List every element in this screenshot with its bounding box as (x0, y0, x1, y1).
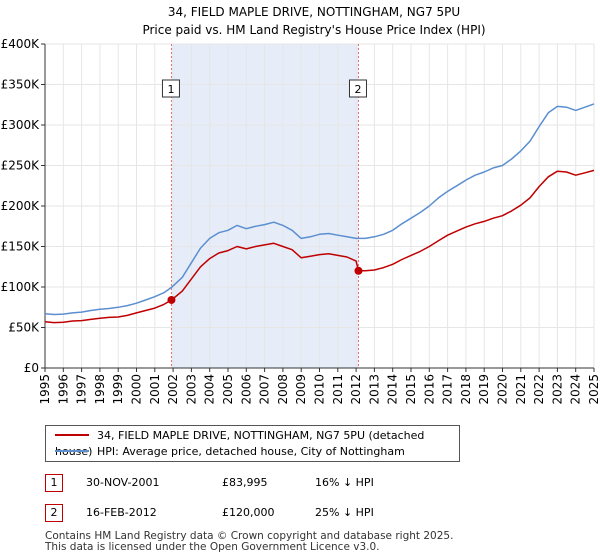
x-tick-label: 2002 (166, 374, 180, 405)
hpi-line (44, 103, 595, 316)
x-tick-label: 1999 (111, 374, 125, 405)
x-tick-label: 2023 (550, 374, 564, 405)
sale-row-1: 1 30-NOV-2001 £83,995 16% ↓ HPI (45, 474, 545, 494)
chart-title: 34, FIELD MAPLE DRIVE, NOTTINGHAM, NG7 5… (168, 5, 460, 19)
sale-price: £83,995 (222, 476, 268, 489)
x-tick-label: 2017 (441, 374, 455, 405)
legend-label-property: 34, FIELD MAPLE DRIVE, NOTTINGHAM, NG7 5… (55, 429, 425, 458)
footer: Contains HM Land Registry data © Crown c… (45, 531, 453, 553)
x-tick-label: 2001 (148, 374, 162, 405)
sale-row-2: 2 16-FEB-2012 £120,000 25% ↓ HPI (45, 504, 545, 524)
sale-number: 1 (45, 474, 63, 492)
x-tick-label: 2011 (331, 374, 345, 405)
sale-point-2 (354, 266, 363, 275)
sale-label-1: 1 (167, 83, 174, 96)
sale-hpi-diff: 16% ↓ HPI (315, 476, 374, 489)
x-tick-label: 2004 (203, 374, 217, 405)
legend-label-hpi: HPI: Average price, detached house, City… (97, 445, 405, 458)
footer-line-1: Contains HM Land Registry data © Crown c… (45, 530, 454, 542)
sale-point-1 (167, 295, 176, 304)
x-tick-label: 2005 (221, 374, 235, 405)
legend-swatch-property (55, 434, 89, 436)
legend-entry-property: 34, FIELD MAPLE DRIVE, NOTTINGHAM, NG7 5… (55, 428, 459, 458)
legend-swatch-hpi (55, 450, 89, 452)
y-tick-label: £100K (1, 280, 41, 294)
x-tick-label: 1998 (93, 374, 107, 405)
x-tick-label: 2018 (459, 374, 473, 405)
x-tick-label: 2003 (184, 374, 198, 405)
x-tick-label: 2000 (130, 374, 144, 405)
x-tick-label: 1997 (75, 374, 89, 405)
sale-label-box-2 (348, 79, 367, 98)
chart-subtitle: Price paid vs. HM Land Registry's House … (142, 23, 485, 37)
x-tick-label: 2013 (367, 374, 381, 405)
y-tick-label: £400K (1, 37, 41, 51)
x-tick-label: 1996 (56, 374, 70, 405)
x-tick-label: 2019 (477, 374, 491, 405)
y-tick-label: £50K (8, 321, 40, 335)
x-tick-label: 2010 (313, 374, 327, 405)
y-tick-label: £300K (1, 118, 41, 132)
footer-line-2: This data is licensed under the Open Gov… (45, 541, 380, 553)
x-tick-label: 2024 (569, 374, 583, 405)
legend-entry-hpi: HPI: Average price, detached house, City… (55, 444, 405, 460)
x-tick-label: 2016 (422, 374, 436, 405)
x-tick-label: 2009 (294, 374, 308, 405)
sale-hpi-diff: 25% ↓ HPI (315, 506, 374, 519)
legend: 34, FIELD MAPLE DRIVE, NOTTINGHAM, NG7 5… (45, 425, 460, 462)
x-tick-label: 2008 (276, 374, 290, 405)
sale-label-2: 2 (354, 83, 361, 96)
y-tick-label: £0 (24, 361, 39, 375)
y-tick-label: £150K (1, 240, 41, 254)
x-tick-label: 2021 (514, 374, 528, 405)
sale-date: 30-NOV-2001 (86, 476, 160, 489)
sale-date: 16-FEB-2012 (86, 506, 157, 519)
x-tick-label: 2022 (532, 374, 546, 405)
x-tick-label: 2015 (404, 374, 418, 405)
x-tick-label: 2006 (239, 374, 253, 405)
y-tick-label: £200K (1, 199, 41, 213)
price-paid-line (44, 169, 595, 324)
sale-price: £120,000 (222, 506, 275, 519)
x-tick-label: 1995 (38, 374, 52, 405)
sale-number: 2 (45, 504, 63, 522)
x-tick-label: 2007 (258, 374, 272, 405)
x-tick-label: 2014 (386, 374, 400, 405)
y-tick-label: £350K (1, 78, 41, 92)
x-tick-label: 2012 (349, 374, 363, 405)
x-tick-label: 2020 (496, 374, 510, 405)
y-tick-label: £250K (1, 159, 41, 173)
price-chart: 34, FIELD MAPLE DRIVE, NOTTINGHAM, NG7 5… (1, 5, 600, 405)
sale-label-box-1 (161, 79, 180, 98)
x-tick-label: 2025 (587, 374, 600, 405)
